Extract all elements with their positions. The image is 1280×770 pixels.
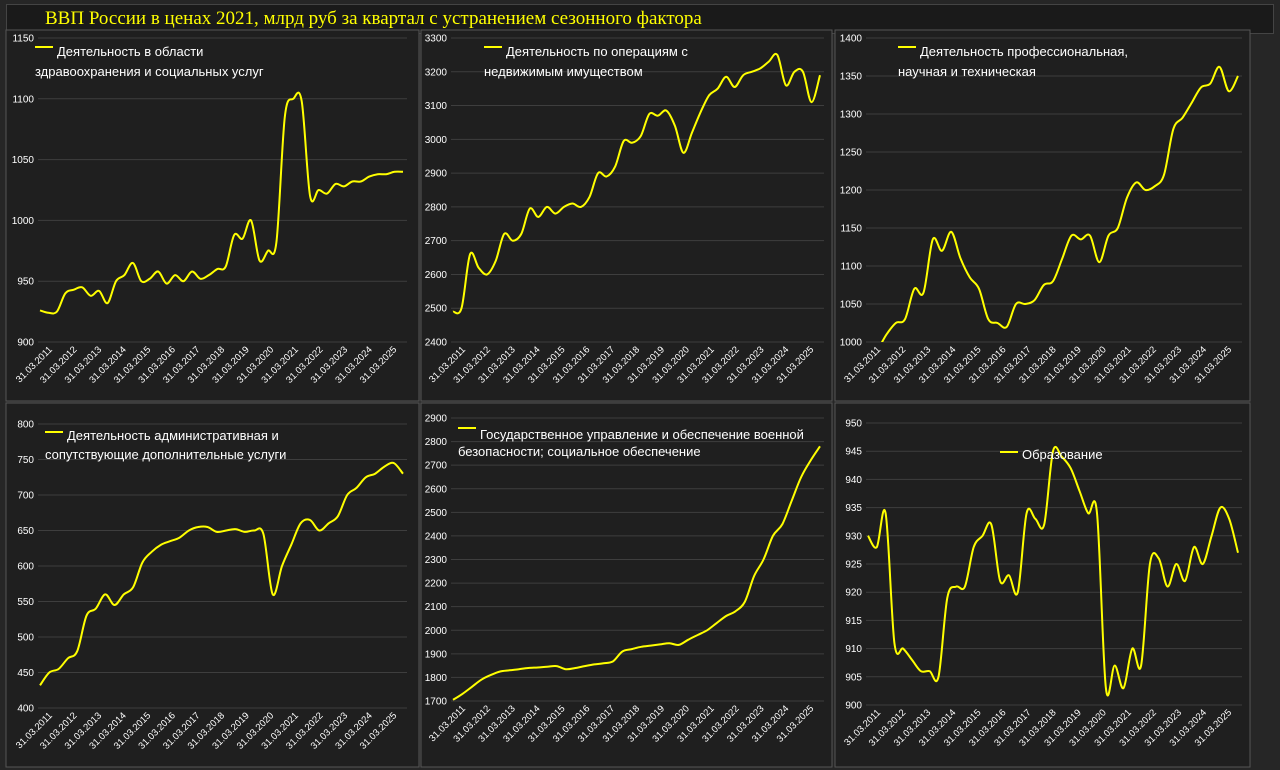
series-line — [880, 65, 1239, 342]
legend-label: Государственное управление и обеспечение… — [480, 427, 804, 442]
chart-panel-5: 1700 1800 1900 2000 2100 2200 2300 2400 2500 2600… — [420, 402, 833, 768]
y-tick-label: 500 — [17, 633, 34, 644]
y-tick-label: 2700 — [425, 461, 448, 472]
y-tick-label: 650 — [17, 526, 34, 537]
y-tick-label: 1150 — [12, 34, 34, 45]
y-tick-label: 600 — [17, 562, 34, 573]
y-tick-label: 2300 — [425, 555, 448, 566]
y-tick-label: 2600 — [425, 270, 448, 281]
y-tick-label: 925 — [845, 560, 862, 571]
y-tick-label: 1100 — [12, 94, 34, 105]
y-tick-label: 2500 — [425, 508, 448, 519]
y-tick-label: 1800 — [425, 673, 448, 684]
legend-label: сопутствующие дополнительные услуги — [45, 447, 286, 462]
y-tick-label: 2900 — [425, 169, 448, 180]
y-tick-label: 900 — [845, 701, 862, 712]
y-tick-label: 550 — [17, 597, 34, 608]
series-line — [867, 445, 1239, 697]
y-tick-label: 2600 — [425, 484, 448, 495]
y-tick-label: 1300 — [840, 110, 863, 121]
legend-label: Образование — [1022, 447, 1103, 462]
y-tick-label: 915 — [845, 616, 862, 627]
y-tick-label: 900 — [17, 338, 34, 349]
y-tick-label: 1000 — [840, 338, 863, 349]
legend-label: Деятельность административная и — [67, 428, 279, 443]
y-tick-label: 1200 — [840, 186, 863, 197]
y-tick-label: 920 — [845, 588, 862, 599]
chart-background — [834, 29, 1251, 402]
y-tick-label: 1000 — [12, 216, 35, 227]
y-tick-label: 3300 — [425, 34, 448, 45]
y-tick-label: 1350 — [840, 72, 863, 83]
y-tick-label: 3200 — [425, 67, 448, 78]
chart-background — [420, 402, 833, 768]
y-tick-label: 945 — [845, 447, 862, 458]
y-tick-label: 2400 — [425, 531, 448, 542]
y-tick-label: 935 — [845, 503, 862, 514]
y-tick-label: 905 — [845, 672, 862, 683]
y-tick-label: 1900 — [425, 649, 448, 660]
y-tick-label: 1250 — [840, 148, 863, 159]
y-tick-label: 2700 — [425, 236, 448, 247]
y-tick-label: 1700 — [425, 697, 448, 708]
y-tick-label: 3100 — [425, 101, 448, 112]
y-tick-label: 750 — [17, 455, 34, 466]
y-tick-label: 400 — [17, 704, 34, 715]
y-tick-label: 2800 — [425, 437, 448, 448]
chart-panel-3: 10001050110011501200125013001350140031.0… — [834, 29, 1251, 402]
series-line — [452, 52, 821, 315]
y-tick-label: 930 — [845, 531, 862, 542]
y-tick-label: 950 — [845, 419, 862, 430]
legend-label: научная и техническая — [898, 64, 1036, 79]
y-tick-label: 800 — [17, 420, 34, 431]
chart-background — [5, 29, 420, 402]
y-tick-label: 2100 — [425, 602, 448, 613]
chart-panel-4: 40045050055060065070075080031.03.201131.… — [5, 402, 420, 768]
y-tick-label: 450 — [17, 668, 34, 679]
chart-panel-2: 2400 2500 2600 2700 2800 2900 3000 3100 3200 3300… — [420, 29, 833, 402]
legend-label: недвижимым имуществом — [484, 64, 643, 79]
y-tick-label: 3000 — [425, 135, 448, 146]
chart-background — [420, 29, 833, 402]
chart-panel-1: 900950100010501100115031.03.201131.03.20… — [5, 29, 420, 402]
y-tick-label: 1100 — [840, 262, 862, 273]
legend-label: Деятельность профессиональная, — [920, 44, 1128, 59]
legend-label: Деятельность в области — [57, 44, 203, 59]
y-tick-label: 700 — [17, 491, 34, 502]
series-line — [39, 461, 404, 686]
y-tick-label: 910 — [845, 644, 862, 655]
y-tick-label: 1400 — [840, 34, 863, 45]
legend-label: Деятельность по операциям с — [506, 44, 688, 59]
y-tick-label: 2000 — [425, 626, 448, 637]
page-title: ВВП России в ценах 2021, млрд руб за ква… — [6, 4, 1274, 34]
y-tick-label: 1150 — [840, 224, 862, 235]
chart-background — [5, 402, 420, 768]
y-tick-label: 2400 — [425, 338, 448, 349]
y-tick-label: 1050 — [840, 300, 863, 311]
y-tick-label: 940 — [845, 475, 862, 486]
y-tick-label: 2500 — [425, 304, 448, 315]
chart-panel-6: 90090591091592092593093594094595031.03.2… — [834, 402, 1251, 768]
legend-label: здравоохранения и социальных услуг — [35, 64, 264, 79]
legend-label: безопасности; социальное обеспечение — [458, 444, 701, 459]
series-line — [452, 445, 821, 701]
y-tick-label: 2800 — [425, 202, 448, 213]
y-tick-label: 2900 — [425, 414, 448, 425]
y-tick-label: 1050 — [12, 155, 35, 166]
chart-background — [834, 402, 1251, 768]
series-line — [39, 91, 404, 315]
y-tick-label: 950 — [17, 277, 34, 288]
y-tick-label: 2200 — [425, 579, 448, 590]
